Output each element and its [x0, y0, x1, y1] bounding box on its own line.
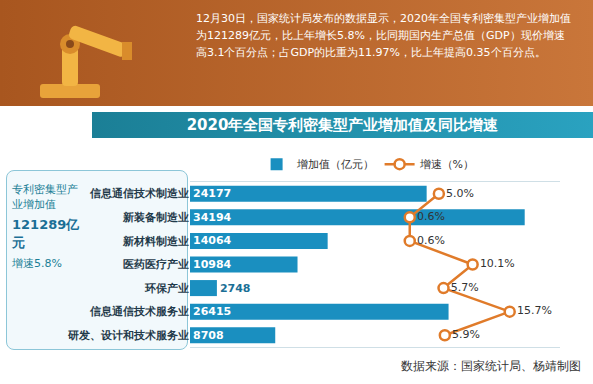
svg-text:信息通信技术服务业: 信息通信技术服务业 — [89, 305, 189, 317]
svg-text:24177: 24177 — [193, 187, 231, 200]
svg-text:10.1%: 10.1% — [480, 257, 515, 270]
svg-text:26415: 26415 — [193, 305, 231, 318]
svg-text:10984: 10984 — [193, 258, 232, 271]
svg-text:0.6%: 0.6% — [417, 210, 445, 223]
html-text:12月30日，国家统计局发布的数据显示，2020年全国专利密: 12月30日，国家统计局发布的数据显示，2020年全国专利密集型产业增加值为12… — [196, 12, 571, 59]
svg-text:5.9%: 5.9% — [452, 328, 480, 341]
html-text:121289亿元: 121289亿元 — [12, 217, 80, 250]
svg-text:新材料制造业: 新材料制造业 — [122, 235, 189, 247]
svg-text:2748: 2748 — [220, 282, 251, 295]
svg-text:研发、设计和技术服务业: 研发、设计和技术服务业 — [67, 329, 189, 341]
svg-text:8708: 8708 — [193, 329, 224, 342]
svg-text:5.0%: 5.0% — [446, 187, 474, 200]
svg-text:0.6%: 0.6% — [417, 234, 445, 247]
svg-text:医药医疗产业: 医药医疗产业 — [123, 258, 189, 270]
svg-text:5.7%: 5.7% — [451, 281, 479, 294]
svg-text:15.7%: 15.7% — [517, 304, 552, 317]
html-text:数据来源：国家统计局、杨靖制图: 数据来源：国家统计局、杨靖制图 — [401, 359, 581, 373]
html-text:专利密集型产业增加值: 专利密集型产业增加值 — [12, 183, 78, 211]
svg-text:14064: 14064 — [193, 234, 232, 247]
svg-text:增加值（亿元）: 增加值（亿元） — [296, 158, 374, 171]
svg-text:34194: 34194 — [193, 211, 232, 224]
svg-text:新装备制造业: 新装备制造业 — [122, 211, 189, 223]
html-text:增速5.8%: 增速5.8% — [12, 257, 62, 270]
svg-text:信息通信技术制造业: 信息通信技术制造业 — [89, 187, 189, 199]
svg-text:环保产业: 环保产业 — [144, 282, 189, 294]
svg-text:增速（%）: 增速（%） — [419, 158, 474, 171]
html-text:2020年全国专利密集型产业增加值及同比增速: 2020年全国专利密集型产业增加值及同比增速 — [186, 116, 499, 134]
